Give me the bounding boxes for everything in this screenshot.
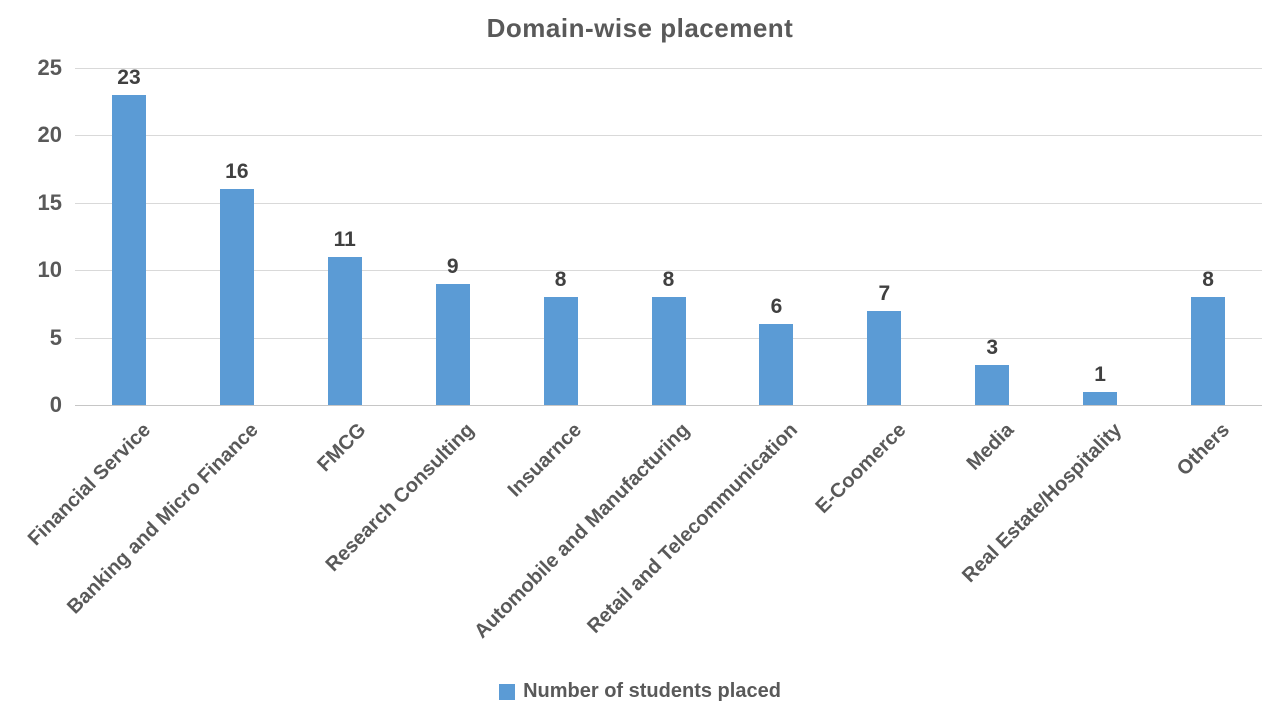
x-category-label: Media: [962, 419, 1018, 475]
x-category-label: Automobile and Manufacturing: [470, 419, 695, 643]
x-axis-line: [75, 405, 1262, 406]
y-tick-label: 10: [37, 257, 62, 283]
bar: [543, 297, 578, 405]
x-category-label: FMCG: [313, 419, 371, 477]
gridline: [75, 68, 1262, 69]
x-category-label: Insuarnce: [503, 419, 587, 502]
bar-value-label: 8: [662, 268, 675, 292]
x-category-label: Banking and Micro Finance: [62, 419, 263, 619]
bar-value-label: 16: [225, 160, 249, 184]
x-axis-labels: Financial Service Banking and Micro Finan…: [0, 405, 1280, 670]
bar: [219, 189, 254, 405]
y-tick-label: 15: [37, 189, 62, 215]
bar: [651, 297, 686, 405]
bar-value-label: 1: [1094, 362, 1106, 386]
legend-swatch-icon: [499, 683, 516, 700]
y-tick-label: 25: [37, 55, 62, 80]
y-tick-label: 5: [49, 324, 62, 350]
bar: [867, 310, 902, 405]
bar-value-label: 23: [117, 65, 141, 89]
bar-value-label: 11: [333, 227, 356, 251]
gridline: [75, 270, 1262, 272]
y-tick-label: 0: [49, 392, 62, 417]
bar-value-label: 8: [1202, 268, 1214, 292]
bar: [1083, 391, 1118, 405]
x-category-label: E-Coomerce: [811, 419, 910, 518]
gridline: [75, 202, 1262, 204]
bar-value-label: 6: [770, 295, 783, 319]
bar: [435, 283, 470, 405]
bar: [759, 324, 794, 405]
bar: [1191, 297, 1226, 405]
bar: [327, 256, 362, 405]
bar: [975, 364, 1010, 405]
gridline: [75, 135, 1262, 137]
y-axis: 0 5 10 15 20 25: [0, 0, 62, 720]
x-category-label: Retail and Telecommunication: [583, 419, 802, 638]
bar: [111, 94, 146, 405]
legend: Number of students placed: [0, 680, 1280, 703]
legend-label: Number of students placed: [523, 680, 781, 702]
bar-value-label: 8: [554, 268, 567, 292]
x-category-label: Others: [1172, 419, 1234, 481]
y-tick-label: 20: [37, 122, 62, 148]
bar-value-label: 9: [446, 254, 459, 278]
bar-value-label: 3: [986, 335, 999, 359]
bar-value-label: 7: [878, 281, 891, 305]
chart-title: Domain-wise placement: [486, 13, 794, 43]
plot-area: 23 16 11 9 8 8 6 7 3 1 8: [75, 65, 1262, 406]
